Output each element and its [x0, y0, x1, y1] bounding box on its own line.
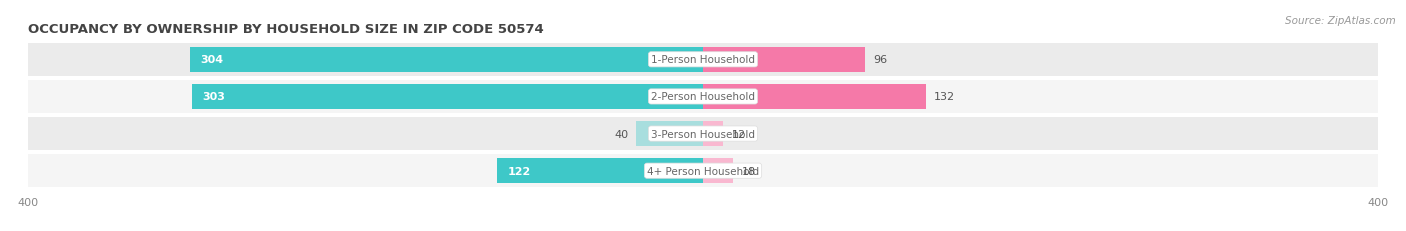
- Text: OCCUPANCY BY OWNERSHIP BY HOUSEHOLD SIZE IN ZIP CODE 50574: OCCUPANCY BY OWNERSHIP BY HOUSEHOLD SIZE…: [28, 23, 544, 36]
- Text: Source: ZipAtlas.com: Source: ZipAtlas.com: [1285, 16, 1396, 26]
- Text: 2-Person Household: 2-Person Household: [651, 92, 755, 102]
- Text: 303: 303: [202, 92, 225, 102]
- Bar: [703, 48, 865, 73]
- Text: 40: 40: [614, 129, 628, 139]
- Text: 18: 18: [742, 166, 756, 176]
- Text: 12: 12: [731, 129, 745, 139]
- Text: 96: 96: [873, 55, 887, 65]
- Text: 304: 304: [200, 55, 224, 65]
- Bar: [703, 122, 723, 146]
- Text: 132: 132: [934, 92, 955, 102]
- Bar: [28, 155, 1378, 187]
- Text: 122: 122: [508, 166, 530, 176]
- Bar: [28, 81, 1378, 113]
- Bar: [191, 85, 703, 109]
- Bar: [498, 158, 703, 183]
- Bar: [28, 118, 1378, 150]
- Bar: [703, 85, 925, 109]
- Bar: [28, 44, 1378, 76]
- Bar: [703, 158, 734, 183]
- Bar: [636, 122, 703, 146]
- Text: 1-Person Household: 1-Person Household: [651, 55, 755, 65]
- Text: 3-Person Household: 3-Person Household: [651, 129, 755, 139]
- Bar: [190, 48, 703, 73]
- Text: 4+ Person Household: 4+ Person Household: [647, 166, 759, 176]
